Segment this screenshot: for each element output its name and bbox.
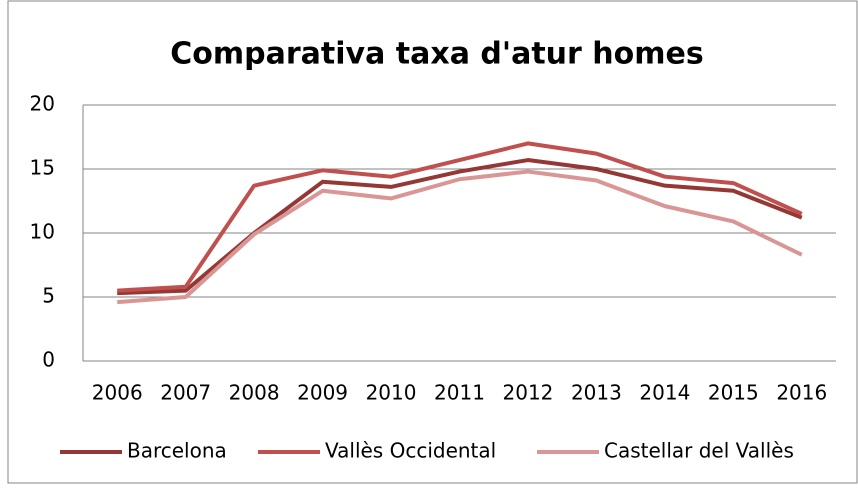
x-tick-label: 2013 bbox=[571, 381, 622, 405]
x-tick-label: 2006 bbox=[92, 381, 143, 405]
x-tick-label: 2015 bbox=[708, 381, 759, 405]
x-tick-label: 2012 bbox=[503, 381, 554, 405]
line-series bbox=[117, 158, 803, 296]
y-tick-label: 0 bbox=[42, 348, 55, 372]
chart-title: Comparativa taxa d'atur homes bbox=[170, 37, 703, 72]
chart-border bbox=[7, 0, 858, 484]
x-tick-label: 2016 bbox=[776, 381, 827, 405]
x-tick-label: 2010 bbox=[366, 381, 417, 405]
x-tick-label: 2014 bbox=[639, 381, 690, 405]
legend-label: Castellar del Vallès bbox=[604, 439, 794, 463]
legend-label: Barcelona bbox=[127, 439, 227, 463]
x-tick-label: 2011 bbox=[434, 381, 485, 405]
y-tick-label: 20 bbox=[30, 92, 55, 116]
legend-label: Vallès Occidental bbox=[325, 439, 496, 463]
x-tick-label: 2009 bbox=[297, 381, 348, 405]
y-tick-label: 15 bbox=[30, 156, 55, 180]
y-tick-label: 5 bbox=[42, 284, 55, 308]
line-series bbox=[117, 169, 803, 305]
line-series bbox=[117, 141, 803, 293]
y-tick-label: 10 bbox=[30, 220, 55, 244]
x-tick-label: 2008 bbox=[229, 381, 280, 405]
x-tick-label: 2007 bbox=[160, 381, 211, 405]
